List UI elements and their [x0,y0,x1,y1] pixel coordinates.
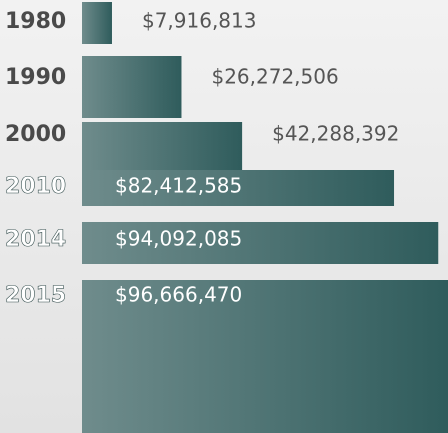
value-label: $42,288,392 [272,122,399,146]
year-label: 2015 [5,283,66,308]
value-label: $26,272,506 [211,65,338,89]
year-label: 2014 [5,227,66,252]
bar [82,222,439,264]
bar [82,280,448,433]
year-label: 2010 [5,174,66,199]
year-label: 1980 [5,9,66,34]
year-label: 2000 [5,122,66,147]
bar [82,2,112,44]
value-label: $96,666,470 [115,283,242,307]
value-label: $7,916,813 [142,9,257,33]
value-label: $82,412,585 [115,174,242,198]
value-label: $94,092,085 [115,227,242,251]
year-label: 1990 [5,65,66,90]
bar [82,170,395,206]
bar [82,56,182,118]
